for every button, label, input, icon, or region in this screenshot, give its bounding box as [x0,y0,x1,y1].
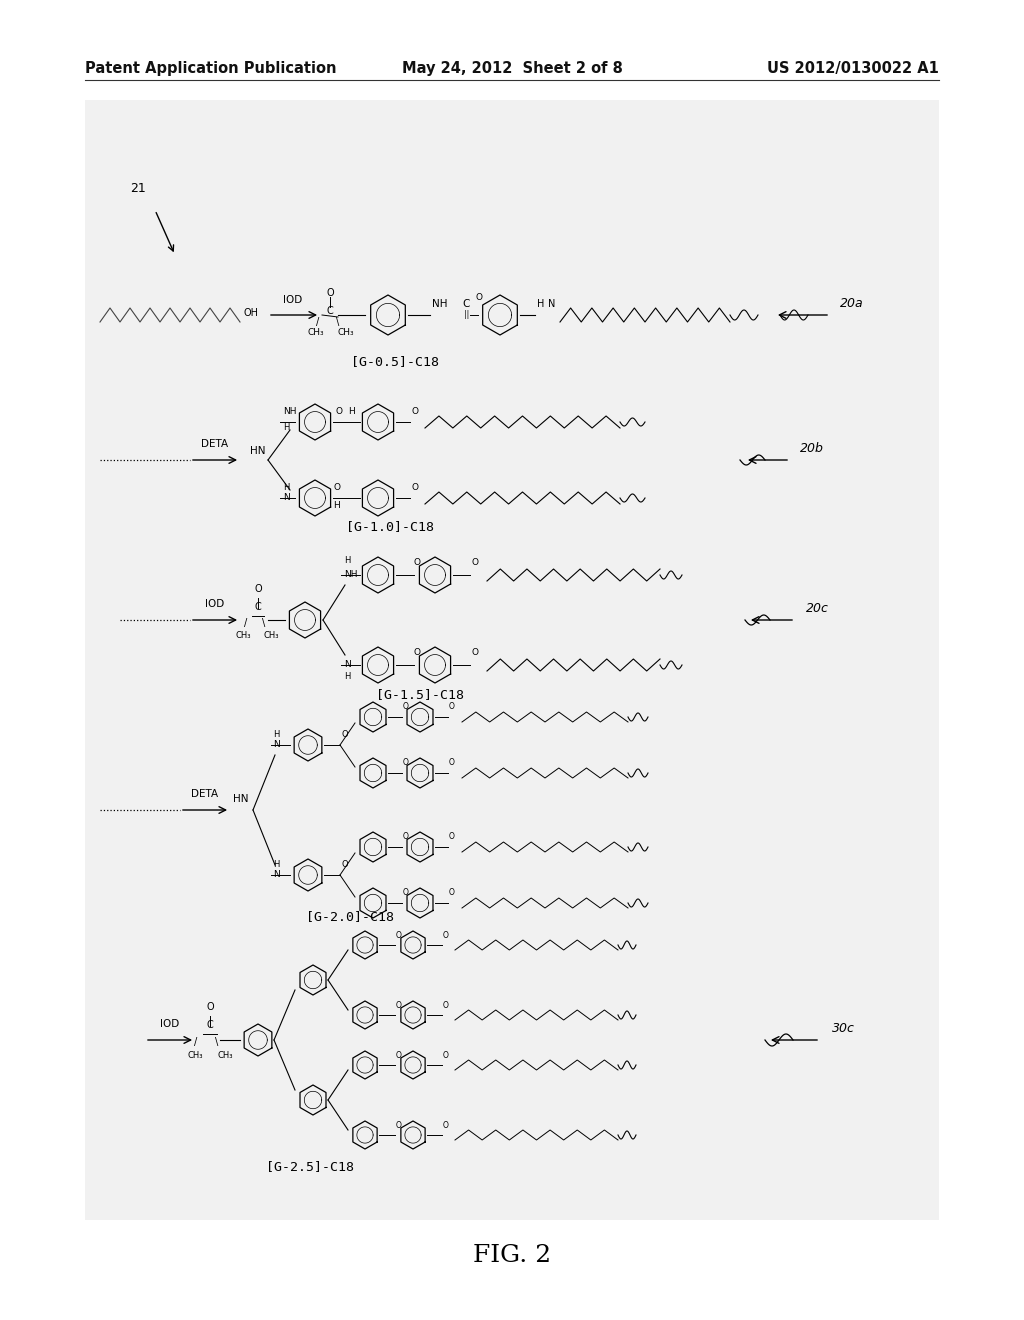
Text: H: H [344,672,350,681]
Text: H: H [273,730,280,739]
Text: \: \ [262,618,265,628]
Text: IOD: IOD [284,294,303,305]
Text: O: O [472,558,479,568]
Text: O: O [443,1121,449,1130]
Text: O: O [414,648,421,657]
Text: 21: 21 [130,182,145,195]
Text: O: O [472,648,479,657]
Text: 30c: 30c [831,1022,855,1035]
Text: ||: || [464,310,469,319]
Text: C: C [255,602,261,612]
Text: O: O [449,702,455,711]
Text: O: O [396,1001,401,1010]
Text: CH₃: CH₃ [236,631,252,640]
Text: H: H [283,483,290,492]
Text: O: O [443,931,449,940]
Text: [G-1.0]-C18: [G-1.0]-C18 [346,520,434,533]
Text: O: O [335,407,342,416]
Text: Patent Application Publication: Patent Application Publication [85,61,337,75]
Text: O: O [449,758,455,767]
Text: O: O [412,407,419,416]
Text: 20b: 20b [800,442,824,455]
Text: H: H [283,422,290,432]
Text: 20a: 20a [840,297,863,310]
Text: /: / [316,317,319,327]
Text: [G-1.5]-C18: [G-1.5]-C18 [376,688,464,701]
Text: [G-2.0]-C18: [G-2.0]-C18 [306,909,394,923]
Text: O: O [396,1051,401,1060]
Text: [G-0.5]-C18: [G-0.5]-C18 [351,355,439,368]
Text: N: N [344,660,351,669]
Text: H: H [348,407,354,416]
Text: CH₃: CH₃ [218,1051,233,1060]
Text: O: O [206,1002,214,1012]
Text: HN: HN [233,795,249,804]
Text: 20c: 20c [806,602,828,615]
Text: O: O [414,558,421,568]
Text: IOD: IOD [161,1019,179,1030]
Text: C: C [462,300,469,309]
Text: N: N [273,870,280,879]
Text: O: O [396,931,401,940]
Text: O: O [327,288,334,298]
Text: CH₃: CH₃ [264,631,280,640]
Text: O: O [342,730,348,739]
Text: IOD: IOD [206,599,224,609]
Text: /: / [244,618,247,628]
Text: \: \ [336,317,339,327]
Text: CH₃: CH₃ [308,327,325,337]
Text: O: O [443,1051,449,1060]
Text: May 24, 2012  Sheet 2 of 8: May 24, 2012 Sheet 2 of 8 [401,61,623,75]
Text: CH₃: CH₃ [188,1051,204,1060]
Text: NH: NH [344,570,357,579]
Text: O: O [403,702,409,711]
Text: N: N [283,492,290,502]
Text: H: H [333,502,340,510]
Text: O: O [396,1121,401,1130]
Text: O: O [412,483,419,492]
Text: C: C [327,306,334,315]
Text: O: O [449,888,455,898]
Text: OH: OH [243,308,258,318]
Text: US 2012/0130022 A1: US 2012/0130022 A1 [767,61,939,75]
Text: N: N [273,741,280,748]
Text: \: \ [215,1038,218,1047]
Text: DETA: DETA [191,789,218,799]
Text: H: H [273,861,280,869]
Text: O: O [403,832,409,841]
Text: O: O [333,483,340,492]
Text: NH: NH [432,300,447,309]
Text: O: O [342,861,348,869]
Text: O: O [443,1001,449,1010]
Text: NH: NH [283,407,297,416]
Text: FIG. 2: FIG. 2 [473,1243,551,1266]
Text: O: O [475,293,482,302]
Text: N: N [548,300,555,309]
Text: HN: HN [250,446,265,455]
Text: /: / [194,1038,198,1047]
Text: O: O [254,583,262,594]
Text: O: O [403,888,409,898]
Text: O: O [403,758,409,767]
Text: H: H [344,556,350,565]
Text: DETA: DETA [202,440,228,449]
Text: C: C [207,1020,213,1030]
Text: [G-2.5]-C18: [G-2.5]-C18 [266,1160,354,1173]
Text: O: O [449,832,455,841]
FancyBboxPatch shape [85,100,939,1220]
Text: CH₃: CH₃ [338,327,354,337]
Text: H: H [537,300,545,309]
